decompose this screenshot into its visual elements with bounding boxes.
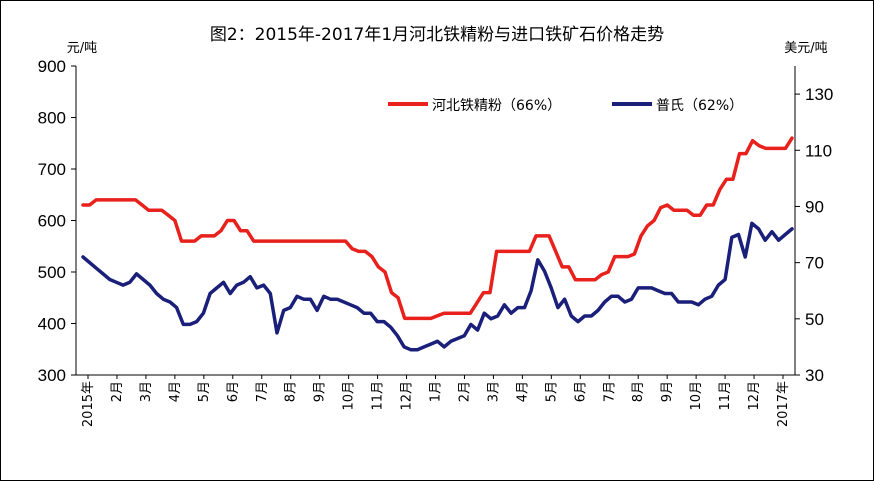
- series-line-platts: [81, 221, 794, 352]
- x-tick-label: 5月: [197, 381, 212, 402]
- legend-label-hebei: 河北铁精粉（66%）: [432, 98, 561, 114]
- left-tick-label: 700: [38, 160, 66, 179]
- x-tick-label: 11月: [371, 381, 386, 411]
- right-tick-label: 110: [805, 141, 832, 160]
- right-tick-label: 50: [805, 310, 824, 329]
- x-tick-label: 4月: [515, 381, 530, 402]
- x-tick-label: 12月: [400, 381, 415, 411]
- x-tick-label: 10月: [689, 381, 704, 411]
- x-tick-label: 2017年: [776, 381, 791, 427]
- left-tick-label: 900: [38, 57, 66, 76]
- x-tick-label: 11月: [718, 381, 733, 411]
- series-lines: [81, 136, 794, 352]
- x-tick-label: 2015年: [81, 381, 96, 427]
- x-tick-label: 6月: [573, 381, 588, 402]
- x-tick-label: 1月: [429, 381, 444, 402]
- x-tick-label: 7月: [602, 381, 617, 402]
- left-tick-label: 300: [38, 366, 66, 385]
- chart-title: 图2：2015年-2017年1月河北铁精粉与进口铁矿石价格走势: [210, 25, 664, 45]
- x-tick-label: 6月: [226, 381, 241, 402]
- x-tick-label: 2月: [457, 381, 472, 402]
- right-tick-label: 130: [805, 85, 833, 104]
- right-tick-label: 90: [805, 197, 824, 216]
- left-tick-label: 400: [38, 315, 66, 334]
- x-tick-label: 4月: [168, 381, 183, 402]
- series-line-hebei: [81, 136, 794, 321]
- left-tick-label: 600: [38, 212, 66, 231]
- right-y-axis: 30 50 70 90 110 130: [795, 85, 833, 385]
- x-tick-label: 5月: [544, 381, 559, 402]
- x-tick-label: 12月: [747, 381, 762, 411]
- x-tick-label: 9月: [660, 381, 675, 402]
- x-tick-label: 3月: [139, 381, 154, 402]
- left-tick-label: 500: [38, 263, 66, 282]
- x-tick-label: 9月: [313, 381, 328, 402]
- legend: 河北铁精粉（66%） 普氏（62%）: [388, 98, 743, 114]
- x-tick-label: 8月: [631, 381, 646, 402]
- x-tick-label: 8月: [284, 381, 299, 402]
- x-axis: 2015年 2月 3月 4月 5月 6月 7月 8月 9月 10月 11月 12月 1月 2月 3月 4月 5月…: [81, 375, 791, 427]
- right-axis-unit: 美元/吨: [784, 41, 827, 56]
- legend-label-platts: 普氏（62%）: [656, 98, 743, 114]
- x-tick-label: 3月: [486, 381, 501, 402]
- x-tick-label: 2月: [110, 381, 125, 402]
- right-tick-label: 70: [805, 254, 824, 273]
- left-tick-label: 800: [38, 109, 66, 128]
- left-y-axis: 300 400 500 600 700 800 900: [38, 57, 76, 385]
- x-tick-label: 7月: [255, 381, 270, 402]
- x-tick-label: 10月: [342, 381, 357, 411]
- left-axis-unit: 元/吨: [67, 41, 97, 56]
- right-tick-label: 30: [805, 366, 824, 385]
